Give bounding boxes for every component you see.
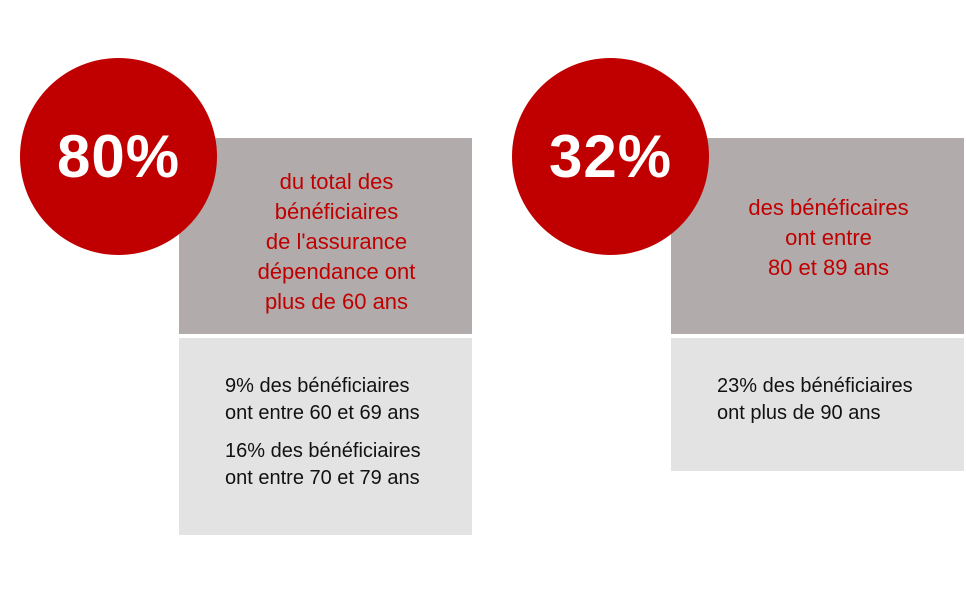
card-1-headline-box: du total des bénéficiaires de l'assuranc…	[179, 138, 472, 334]
card-2-details-box	[671, 338, 964, 471]
card-2-percent-circle: 32%	[512, 58, 709, 255]
card-2-headline: des bénéficaires ont entre 80 et 89 ans	[748, 195, 909, 280]
card-2-headline-box: des bénéficaires ont entre 80 et 89 ans	[671, 138, 964, 334]
card-1-percent-circle: 80%	[20, 58, 217, 255]
card-1-headline: du total des bénéficiaires de l'assuranc…	[257, 169, 416, 314]
card-1-details-box	[179, 338, 472, 535]
card-2-detail-1: 23% des bénéficiaires ont plus de 90 ans	[717, 375, 913, 424]
card-2-percent: 32%	[548, 123, 673, 190]
card-1-detail-1: 9% des bénéficiaires ont entre 60 et 69 …	[225, 375, 420, 424]
card-1-detail-2: 16% des bénéficiaires ont entre 70 et 79…	[225, 440, 421, 489]
card-1-percent: 80%	[56, 123, 181, 190]
